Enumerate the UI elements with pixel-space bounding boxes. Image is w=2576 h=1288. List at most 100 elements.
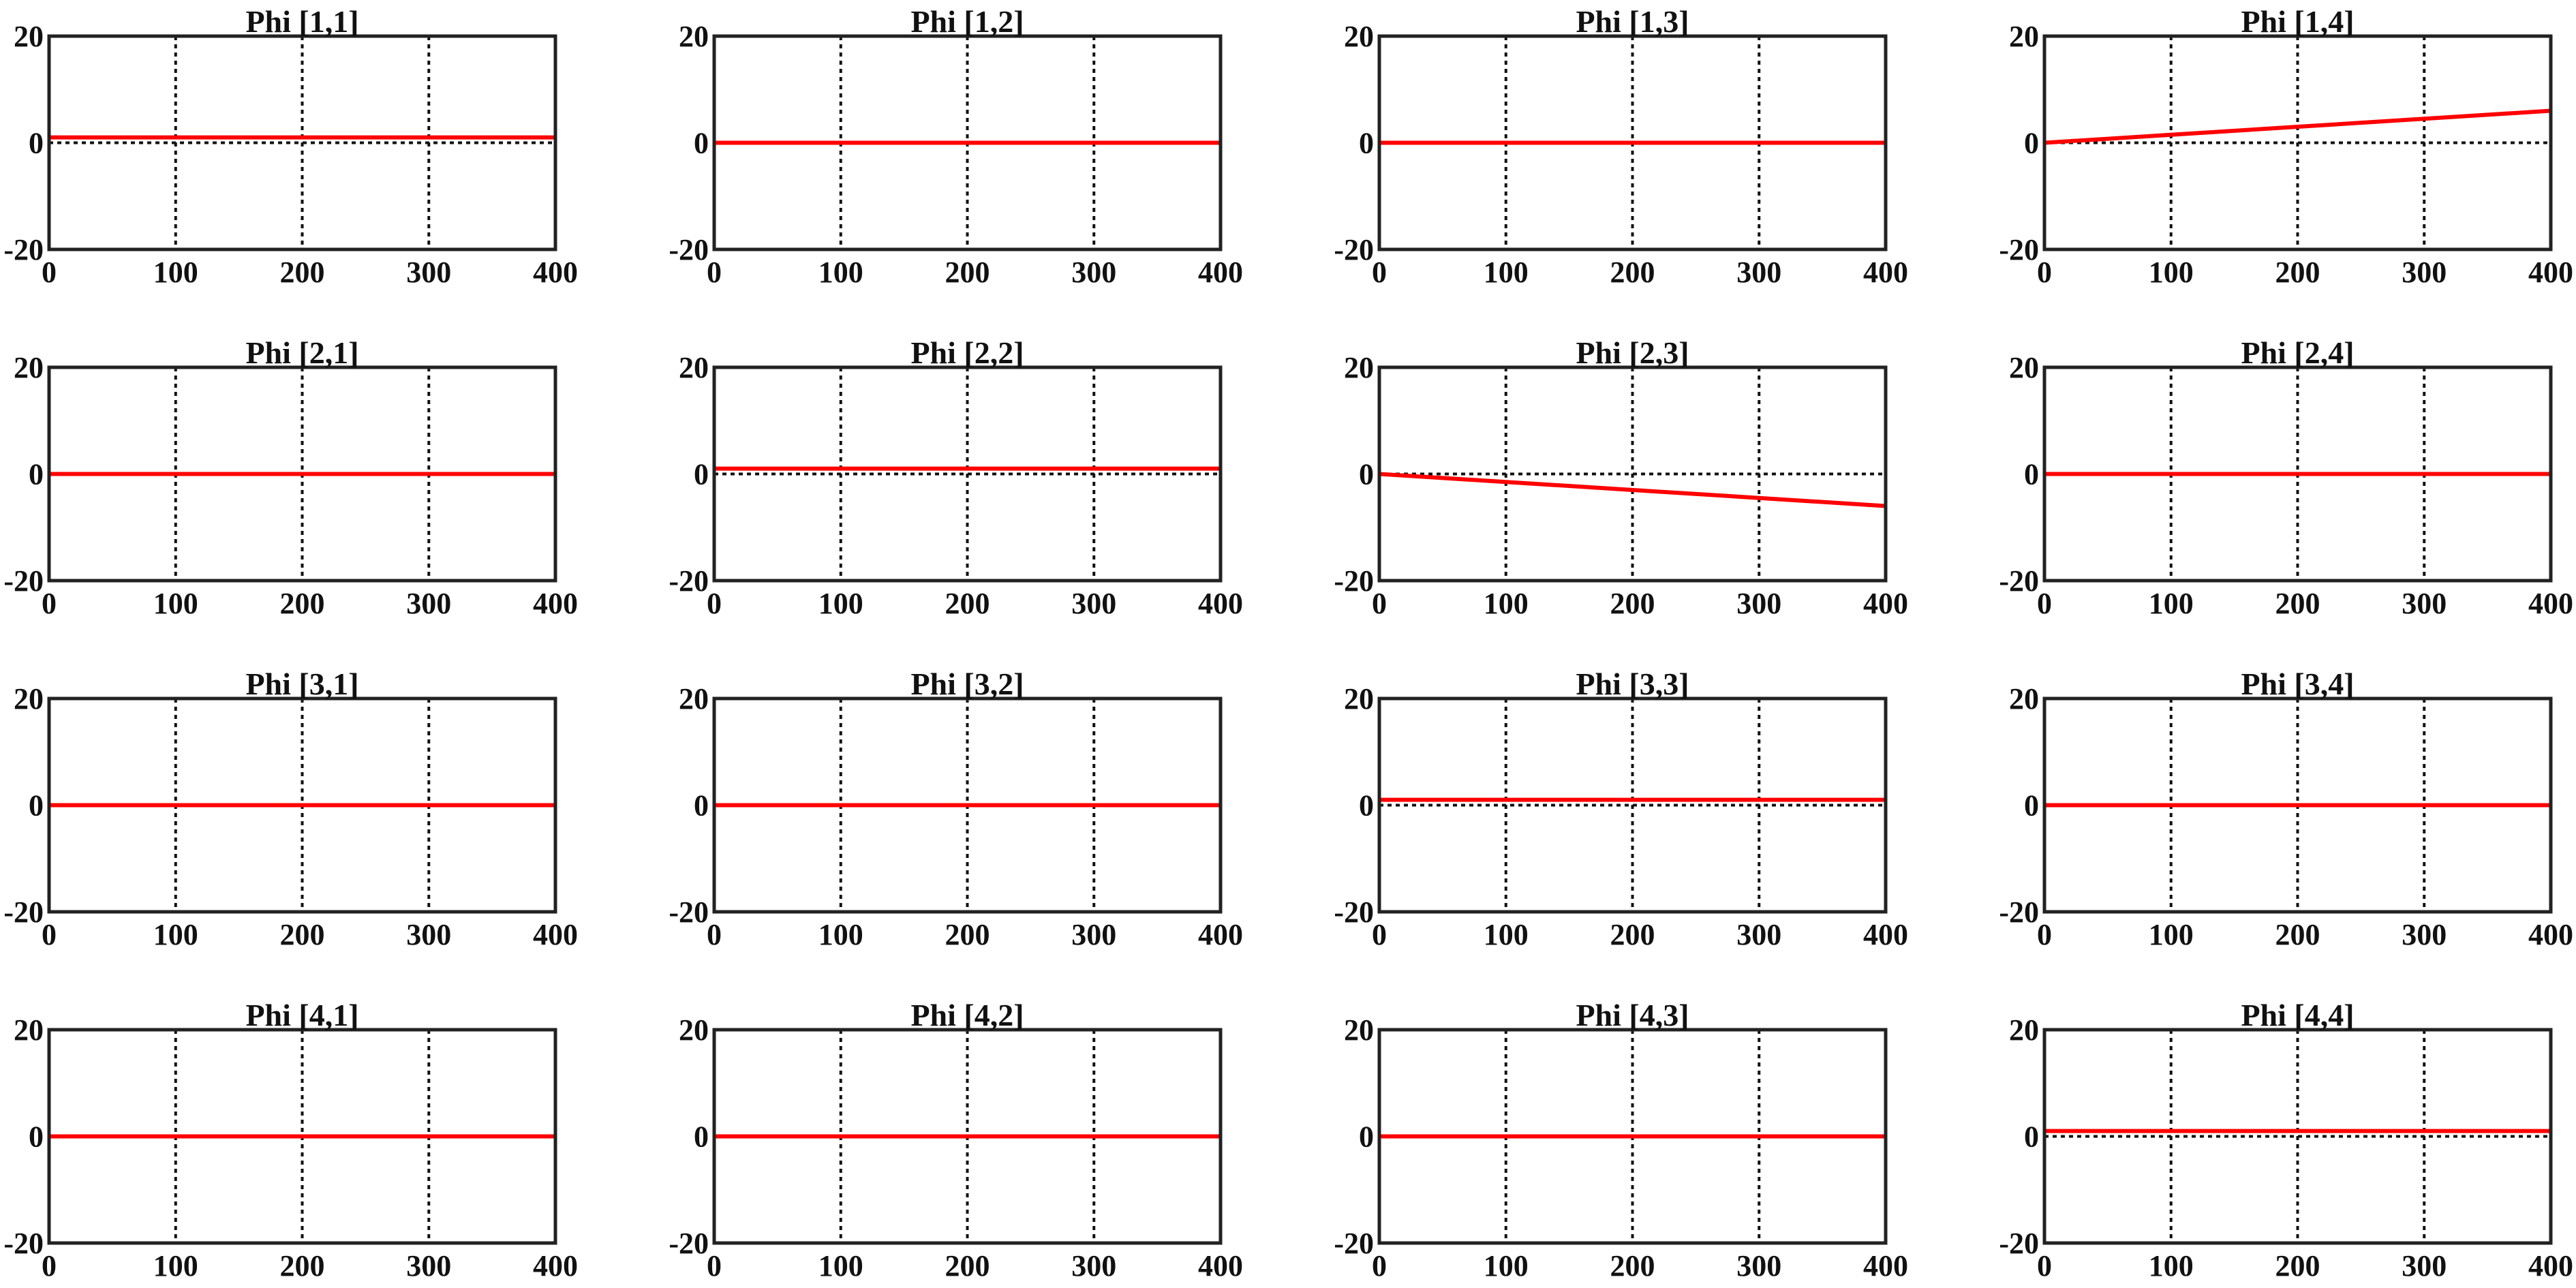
x-tick-label: 300: [1071, 256, 1116, 289]
x-tick-label: 100: [1484, 918, 1529, 951]
y-tick-label: 0: [29, 127, 44, 160]
plot-frame: [2042, 34, 2553, 251]
x-tick-label: 300: [2402, 587, 2447, 620]
data-line: [2044, 108, 2551, 145]
x-tick-label: 200: [945, 256, 990, 289]
plot-frame: [712, 365, 1223, 583]
x-tick-label: 300: [1071, 1249, 1116, 1283]
x-tick-label: 100: [1484, 256, 1529, 289]
y-tick-label: 0: [2024, 789, 2039, 823]
x-tick-label: 300: [1736, 256, 1781, 289]
plot-frame: [47, 34, 557, 251]
x-tick-label: 0: [707, 587, 722, 620]
x-tick-label: 200: [1610, 587, 1655, 620]
y-tick-label: -20: [1334, 564, 1374, 598]
x-tick-label: 400: [1863, 918, 1908, 951]
x-tick-label: 300: [1736, 1249, 1781, 1283]
y-tick-label: 0: [694, 789, 709, 823]
plot-frame: [1377, 696, 1888, 914]
x-tick-label: 300: [1071, 587, 1116, 620]
y-tick-label: 20: [1344, 682, 1374, 716]
data-line: [1379, 472, 1886, 508]
x-tick-label: 100: [2149, 587, 2194, 620]
x-tick-label: 0: [1372, 1249, 1387, 1283]
y-tick-label: 20: [679, 351, 709, 384]
plot-frame: [712, 34, 1223, 251]
x-tick-label: 200: [2275, 1249, 2320, 1283]
y-tick-label: -20: [1999, 233, 2039, 266]
y-tick-label: 20: [2009, 20, 2039, 53]
y-tick-label: 0: [29, 458, 44, 491]
y-tick-label: 20: [679, 682, 709, 716]
y-tick-label: -20: [3, 233, 44, 266]
x-tick-label: 400: [533, 256, 578, 289]
chart-title: Phi [3,4]: [2241, 666, 2354, 701]
x-tick-label: 200: [945, 587, 990, 620]
x-tick-label: 0: [2037, 587, 2052, 620]
x-tick-label: 200: [2275, 918, 2320, 951]
x-tick-label: 300: [406, 1249, 451, 1283]
x-tick-label: 200: [2275, 587, 2320, 620]
y-tick-label: 20: [2009, 351, 2039, 384]
plot-frame: [1377, 1028, 1888, 1245]
chart-title: Phi [4,1]: [245, 998, 358, 1032]
x-tick-label: 0: [42, 587, 57, 620]
chart-title: Phi [4,3]: [1576, 998, 1689, 1032]
x-tick-label: 100: [2149, 256, 2194, 289]
chart-title: Phi [2,2]: [910, 335, 1024, 370]
plot-frame: [47, 696, 557, 914]
y-tick-label: 0: [29, 1120, 44, 1154]
y-tick-label: -20: [3, 895, 44, 929]
y-tick-label: 20: [2009, 1013, 2039, 1047]
x-tick-label: 0: [2037, 256, 2052, 289]
y-tick-label: 20: [1344, 351, 1374, 384]
y-tick-label: 20: [679, 1013, 709, 1047]
x-tick-label: 0: [1372, 256, 1387, 289]
plot-frame: [1377, 34, 1888, 251]
x-tick-label: 400: [1863, 256, 1908, 289]
x-tick-label: 300: [1736, 587, 1781, 620]
y-tick-label: -20: [669, 1227, 709, 1260]
x-tick-label: 0: [1372, 587, 1387, 620]
y-tick-label: 0: [694, 1120, 709, 1154]
x-tick-label: 100: [2149, 918, 2194, 951]
chart-title: Phi [3,1]: [245, 666, 358, 701]
x-tick-label: 100: [818, 1249, 863, 1283]
chart-title: Phi [2,3]: [1576, 335, 1689, 370]
x-tick-label: 300: [1071, 918, 1116, 951]
plot-frame: [712, 696, 1223, 914]
chart-title: Phi [1,4]: [2241, 4, 2354, 39]
x-tick-label: 100: [818, 587, 863, 620]
x-tick-label: 400: [1198, 587, 1243, 620]
x-tick-label: 200: [1610, 256, 1655, 289]
y-tick-label: -20: [669, 564, 709, 598]
y-tick-label: 20: [679, 20, 709, 53]
x-tick-label: 400: [2528, 256, 2573, 289]
chart-title: Phi [1,3]: [1576, 4, 1689, 39]
x-tick-label: 400: [533, 918, 578, 951]
x-tick-label: 0: [42, 1249, 57, 1283]
x-tick-label: 100: [818, 918, 863, 951]
y-tick-label: 0: [1359, 127, 1374, 160]
x-tick-label: 0: [42, 256, 57, 289]
x-tick-label: 400: [1863, 587, 1908, 620]
x-tick-label: 400: [1863, 1249, 1908, 1283]
y-tick-label: 20: [14, 20, 44, 53]
x-tick-label: 300: [406, 918, 451, 951]
x-tick-label: 300: [2402, 918, 2447, 951]
x-tick-label: 0: [2037, 1249, 2052, 1283]
x-tick-label: 300: [1736, 918, 1781, 951]
y-tick-label: -20: [3, 1227, 44, 1260]
y-tick-label: 20: [14, 1013, 44, 1047]
plot-frame: [2042, 696, 2553, 914]
